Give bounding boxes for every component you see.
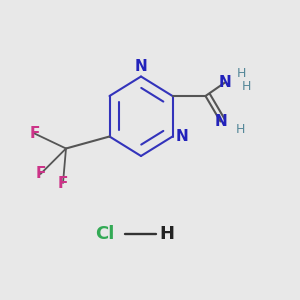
Text: F: F — [35, 167, 46, 182]
Text: H: H — [159, 225, 174, 243]
Text: F: F — [29, 126, 40, 141]
Text: N: N — [214, 114, 227, 129]
Text: H: H — [235, 122, 245, 136]
Text: N: N — [219, 75, 231, 90]
Text: F: F — [58, 176, 68, 190]
Text: Cl: Cl — [95, 225, 115, 243]
Text: N: N — [135, 59, 147, 74]
Text: H: H — [237, 67, 246, 80]
Text: H: H — [241, 80, 251, 94]
Text: N: N — [176, 129, 189, 144]
